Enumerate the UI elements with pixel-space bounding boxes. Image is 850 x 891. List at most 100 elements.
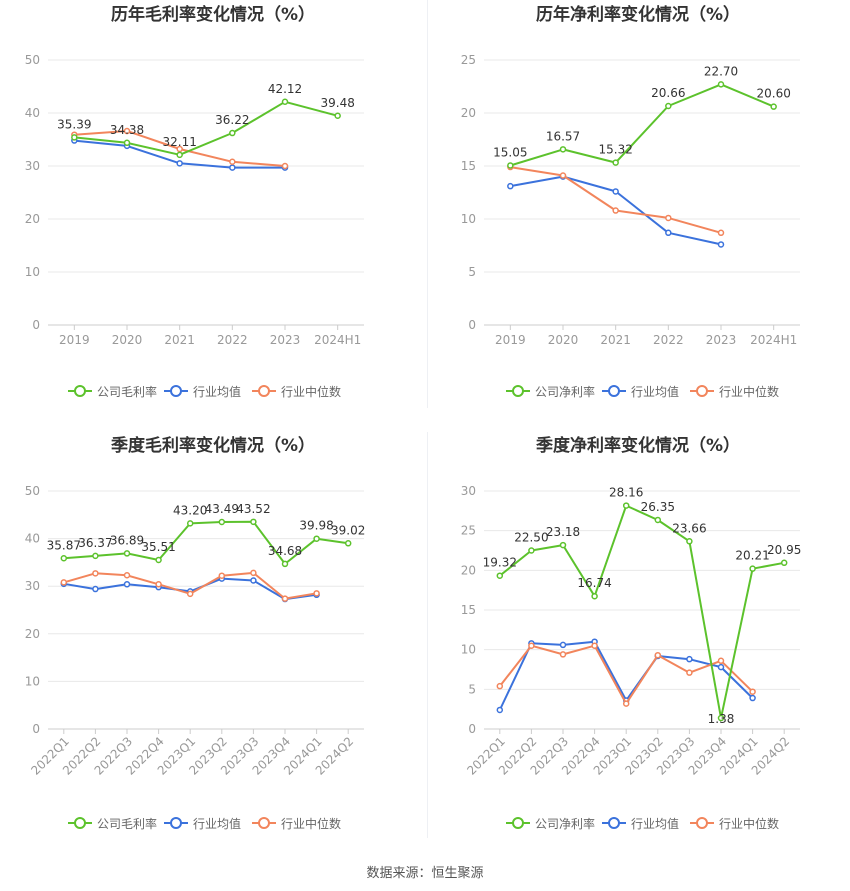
legend-marker-industry_median [696,385,708,397]
legend-marker-company [74,817,86,829]
data-point-company [155,556,162,564]
data-label: 22.50 [514,531,548,545]
x-tick-label: 2022 [217,333,248,347]
chart-title: 季度毛利率变化情况（%） [111,435,315,456]
y-tick-label: 0 [32,722,40,736]
legend-label: 公司净利率 [535,816,595,831]
legend-label: 公司净利率 [535,384,595,399]
data-label: 20.66 [651,86,685,100]
data-point-company [622,502,630,509]
y-tick-label: 15 [461,603,476,617]
x-tick-label: 2024H1 [314,333,361,347]
y-tick-label: 0 [468,722,476,736]
data-point-industry_avg [665,229,672,237]
data-label: 39.02 [331,523,365,537]
data-point-company [250,518,257,526]
data-point-company [123,139,131,147]
data-point-industry_median [229,158,236,166]
x-tick-label: 2020 [548,333,579,347]
data-label: 20.95 [767,543,801,557]
data-point-industry_median [313,590,320,597]
data-point-industry_avg [749,694,756,702]
data-point-company [123,550,131,557]
data-label: 15.05 [493,145,527,159]
data-label: 23.18 [546,525,580,539]
legend-marker-industry_avg [608,817,620,829]
data-label: 16.57 [546,129,580,143]
data-point-industry_median [250,569,257,577]
x-tick-label: 2023 [270,333,301,347]
data-label: 1.38 [708,712,735,726]
legend-marker-industry_avg [170,385,182,397]
data-label: 20.60 [756,87,790,101]
data-label: 34.38 [110,123,144,137]
series-line-industry_median [510,166,722,234]
data-point-industry_median [559,172,567,179]
data-point-industry_median [92,570,99,577]
legend-label: 行业均值 [193,384,241,399]
data-point-industry_median [717,657,725,665]
series-line-company [510,83,775,167]
data-label: 39.48 [320,96,354,110]
data-point-industry_median [559,651,567,658]
data-point-company [528,547,535,554]
y-tick-label: 20 [25,212,40,226]
y-tick-label: 25 [461,524,476,538]
series-line-industry_median [499,644,754,705]
y-tick-label: 50 [25,53,40,67]
data-point-industry_avg [507,182,514,190]
legend-marker-industry_median [696,817,708,829]
data-point-company [60,555,68,562]
series-line-company [63,520,349,565]
data-point-industry_avg [612,188,619,195]
data-point-industry_avg [686,655,693,663]
data-label: 35.51 [141,540,175,554]
data-label: 23.66 [672,521,706,535]
data-point-industry_median [612,207,619,214]
data-point-company [780,559,788,567]
data-point-industry_avg [92,585,99,593]
data-point-industry_median [123,127,131,135]
data-point-industry_median [717,229,725,237]
legend-label: 行业均值 [631,816,679,831]
data-source-text: 数据来源：恒生聚源 [366,866,484,881]
y-tick-label: 15 [461,159,476,173]
data-label: 42.12 [268,82,302,96]
legend-marker-company [512,817,524,829]
y-tick-label: 0 [32,318,40,332]
legend-label: 公司毛利率 [97,384,157,399]
legend-label: 行业中位数 [281,384,341,399]
data-point-company [176,151,183,159]
legend-marker-industry_avg [170,817,182,829]
legend-marker-industry_median [258,385,270,397]
y-tick-label: 5 [468,682,476,696]
data-point-industry_median [528,642,535,649]
data-label: 35.87 [47,538,81,552]
data-point-company [749,565,756,572]
data-point-company [654,516,662,524]
x-tick-label: 2023 [706,333,737,347]
data-label: 32.11 [162,135,196,149]
data-point-industry_median [218,572,226,579]
data-point-company [559,146,567,153]
series-line-company [499,504,785,720]
data-label: 15.32 [598,143,632,157]
y-tick-label: 30 [25,159,40,173]
data-point-company [686,538,693,545]
x-tick-label: 2024H1 [750,333,797,347]
x-tick-label: 2021 [600,333,631,347]
data-point-company [507,162,514,169]
data-point-company [770,103,777,110]
y-tick-label: 10 [461,643,476,657]
data-label: 43.49 [205,502,239,516]
data-label: 26.35 [641,500,675,514]
data-point-industry_avg [717,241,725,248]
data-label: 16.74 [577,576,611,590]
x-tick-label: 2019 [59,333,90,347]
data-point-industry_median [496,682,504,690]
data-label: 36.22 [215,113,249,127]
data-point-industry_avg [176,160,183,167]
data-point-company [559,541,567,549]
data-point-company [313,535,320,542]
data-point-company [281,98,289,106]
